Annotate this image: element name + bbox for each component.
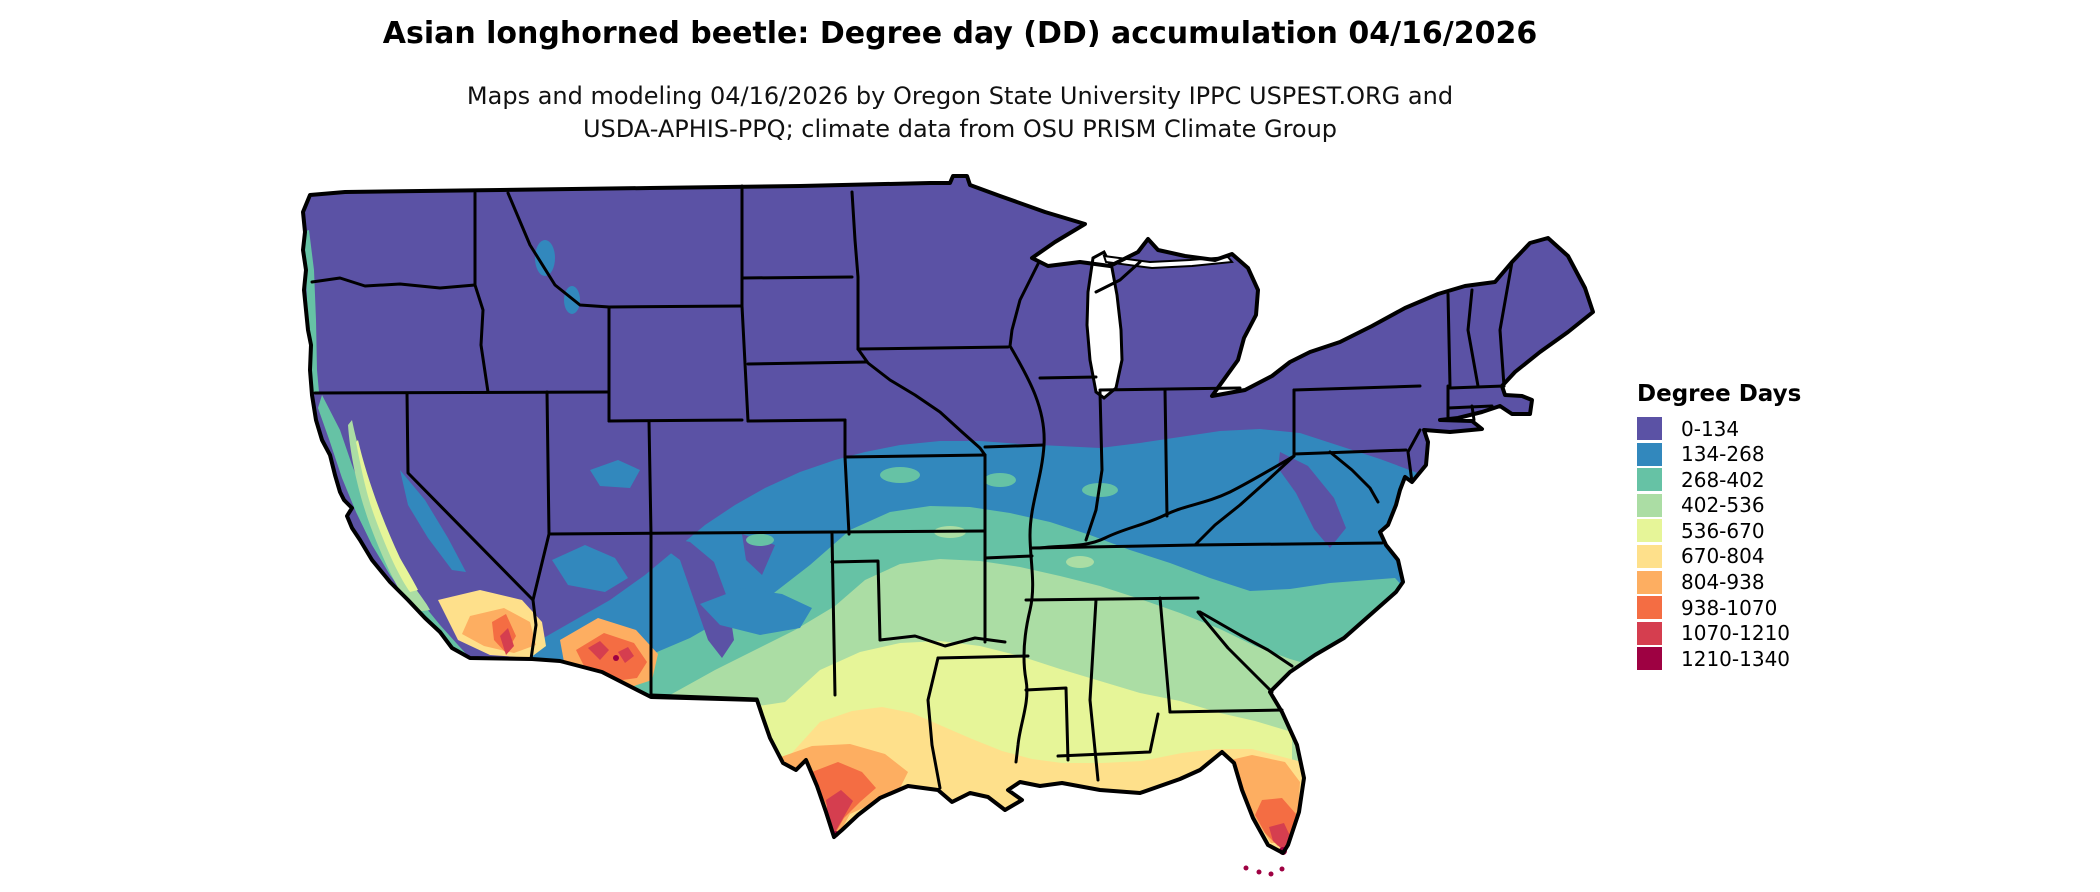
legend-label: 1210-1340 xyxy=(1681,646,1791,671)
state-border xyxy=(1446,404,1494,410)
state-border xyxy=(1196,610,1274,694)
state-border xyxy=(1292,448,1408,456)
legend-row: 402-536 xyxy=(1637,493,1917,518)
state-border xyxy=(531,532,551,602)
legend: Degree Days 0-134 134-268 268-402 402-53… xyxy=(1637,381,1917,673)
state-border xyxy=(856,345,1010,351)
state-border xyxy=(1292,384,1422,392)
state-border xyxy=(1466,288,1480,388)
state-border xyxy=(1446,292,1452,388)
state-border xyxy=(983,443,1046,449)
legend-label: 536-670 xyxy=(1681,518,1765,543)
legend-row: 1070-1210 xyxy=(1637,621,1917,646)
legend-swatch xyxy=(1637,647,1662,671)
legend-row: 938-1070 xyxy=(1637,595,1917,620)
state-border xyxy=(830,559,882,642)
subtitle-line-1: Maps and modeling 04/16/2026 by Oregon S… xyxy=(466,82,1454,110)
legend-row: 536-670 xyxy=(1637,518,1917,543)
page-subtitle: Maps and modeling 04/16/2026 by Oregon S… xyxy=(0,80,1920,146)
state-border xyxy=(545,390,551,536)
state-border xyxy=(843,455,851,536)
legend-label: 134-268 xyxy=(1681,442,1765,467)
legend-row: 134-268 xyxy=(1637,442,1917,467)
map-fill-layers xyxy=(303,176,1593,853)
lake-michigan xyxy=(1085,249,1124,400)
legend-row: 1210-1340 xyxy=(1637,646,1917,671)
state-border xyxy=(1193,454,1296,547)
state-border xyxy=(1056,712,1160,758)
state-border xyxy=(856,347,987,457)
state-border xyxy=(1024,686,1070,762)
state-border xyxy=(1198,610,1294,668)
band-1070-1210 xyxy=(500,628,1291,851)
legend-label: 1070-1210 xyxy=(1681,621,1791,646)
legend-row: 804-938 xyxy=(1637,570,1917,595)
state-border xyxy=(740,184,750,423)
state-border xyxy=(647,419,653,536)
legend-row: 0-134 xyxy=(1637,416,1917,441)
legend-title: Degree Days xyxy=(1637,381,1802,407)
blue-mottle-overlay xyxy=(400,240,812,635)
subtitle-line-2: USDA-APHIS-PPQ; climate data from OSU PR… xyxy=(582,115,1338,143)
legend-swatch xyxy=(1637,442,1662,466)
legend-label: 402-536 xyxy=(1681,493,1765,518)
state-border xyxy=(1406,428,1422,484)
raster-speckles-teal xyxy=(746,467,1118,546)
state-border xyxy=(1158,596,1172,714)
legend-label: 670-804 xyxy=(1681,544,1765,569)
state-border xyxy=(850,190,860,351)
legend-swatch xyxy=(1637,570,1662,594)
state-border xyxy=(1168,708,1284,714)
state-border xyxy=(740,275,854,280)
state-border xyxy=(1498,260,1514,388)
state-border xyxy=(746,418,847,423)
legend-swatch xyxy=(1637,417,1662,440)
state-border xyxy=(1084,390,1104,542)
state-border xyxy=(983,554,1034,560)
state-border xyxy=(310,276,477,290)
state-border xyxy=(1094,260,1142,294)
state-border xyxy=(547,529,987,536)
legend-row: 670-804 xyxy=(1637,544,1917,569)
state-border xyxy=(313,390,611,395)
legend-label: 268-402 xyxy=(1681,467,1765,492)
state-borders xyxy=(310,184,1514,790)
legend-swatch xyxy=(1637,621,1662,645)
state-border xyxy=(1030,454,1296,550)
state-border xyxy=(607,304,744,309)
legend-swatch xyxy=(1637,596,1662,620)
state-border xyxy=(926,656,942,790)
legend-swatch xyxy=(1637,493,1662,517)
state-border xyxy=(1448,384,1506,390)
legend-swatch xyxy=(1637,468,1662,492)
state-border xyxy=(506,191,611,309)
legend-label: 938-1070 xyxy=(1681,595,1778,620)
state-border xyxy=(936,654,1030,660)
state-border xyxy=(607,418,744,423)
state-border xyxy=(843,453,987,459)
state-border xyxy=(473,191,490,394)
state-border xyxy=(746,360,868,366)
state-border xyxy=(1038,375,1098,380)
legend-swatch xyxy=(1637,519,1662,543)
state-border xyxy=(1328,450,1380,504)
state-border xyxy=(1024,596,1200,602)
legend-swatch xyxy=(1637,544,1662,568)
state-border xyxy=(1008,262,1040,348)
california-coast-range xyxy=(318,395,470,658)
legend-label: 804-938 xyxy=(1681,570,1765,595)
central-valley-green xyxy=(348,420,430,612)
state-border xyxy=(1163,388,1169,518)
page-title: Asian longhorned beetle: Degree day (DD)… xyxy=(382,16,1538,51)
legend-label: 0-134 xyxy=(1681,416,1740,441)
legend-row: 268-402 xyxy=(1637,467,1917,492)
